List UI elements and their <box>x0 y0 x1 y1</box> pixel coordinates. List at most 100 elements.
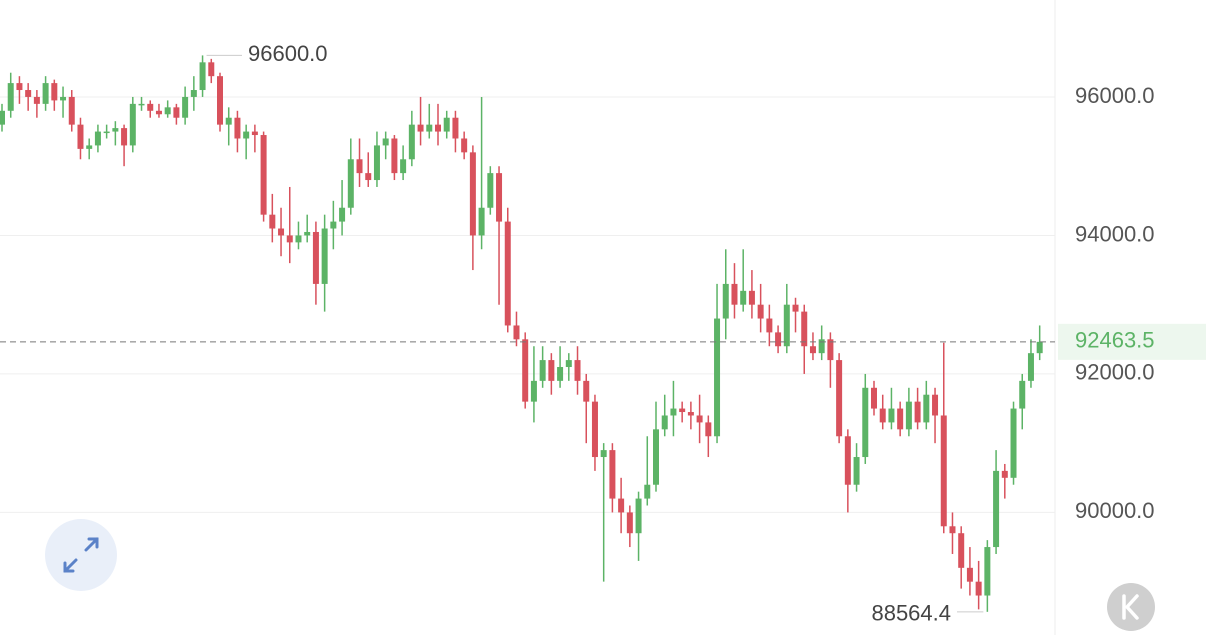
candle-body <box>748 290 755 305</box>
candle-body <box>304 231 311 236</box>
candle-body <box>295 235 302 243</box>
expand-circle <box>45 519 117 591</box>
candle-body <box>740 290 747 305</box>
candle-body <box>618 498 625 513</box>
candle-body <box>382 138 389 146</box>
k-circle <box>1107 583 1155 631</box>
candle-body <box>190 90 197 97</box>
candle-body <box>286 235 293 243</box>
candle-body <box>932 394 939 416</box>
candle-body <box>443 117 450 132</box>
k-icon <box>1122 594 1139 620</box>
candle-body <box>914 401 921 423</box>
y-tick-label: 92000.0 <box>1075 360 1155 385</box>
min-label: 88564.4 <box>871 601 951 626</box>
candle-body <box>478 207 485 236</box>
candle-body <box>687 412 694 416</box>
last-price-box <box>1058 323 1206 360</box>
candle-body <box>818 339 825 354</box>
candle-body <box>461 138 468 153</box>
candle-body <box>792 304 799 312</box>
candle-body <box>984 547 991 596</box>
candle-body <box>208 62 215 77</box>
candle-body <box>452 117 459 139</box>
candle-body <box>591 401 598 458</box>
candle-body <box>958 533 965 568</box>
candle-body <box>766 318 773 333</box>
candle-body <box>138 103 145 106</box>
k-button[interactable] <box>1107 583 1155 631</box>
candle-body <box>400 159 407 174</box>
candle-body <box>51 83 58 101</box>
candle-body <box>7 83 14 111</box>
candle-body <box>199 62 206 91</box>
candle-body <box>557 367 564 381</box>
candle-body <box>836 360 843 437</box>
candle-body <box>1027 353 1034 381</box>
candle-body <box>487 173 494 208</box>
candle-body <box>234 117 241 139</box>
y-tick-label: 94000.0 <box>1075 221 1155 246</box>
candle-body <box>68 96 75 125</box>
candle-body <box>251 131 258 136</box>
candle-body <box>373 145 380 181</box>
candle-body <box>155 110 162 115</box>
candle-body <box>469 152 476 236</box>
candle-body <box>757 304 764 319</box>
candle-body <box>696 415 703 423</box>
candle-body <box>1001 470 1008 478</box>
y-tick-label: 96000.0 <box>1075 83 1155 108</box>
candle-body <box>530 380 537 402</box>
candle-body <box>112 128 119 132</box>
candle-body <box>1036 341 1043 354</box>
candle-body <box>923 394 930 423</box>
candle-body <box>513 325 520 340</box>
candle-body <box>565 360 572 368</box>
candle-body <box>504 221 511 326</box>
candle-body <box>853 457 860 485</box>
expand-button[interactable] <box>45 519 117 591</box>
candle-body <box>809 346 816 354</box>
candle-body <box>705 422 712 437</box>
candle-body <box>147 103 154 111</box>
candle-body <box>653 429 659 485</box>
candle-body <box>574 360 581 381</box>
candle-body <box>626 512 633 534</box>
candle-body <box>966 567 973 582</box>
candle-body <box>129 103 136 146</box>
candle-body <box>417 124 424 132</box>
candle-body <box>583 380 590 402</box>
candle-body <box>879 408 886 423</box>
candle-body <box>173 107 180 118</box>
candle-body <box>644 484 651 499</box>
candle-body <box>888 408 895 423</box>
candle-body <box>679 408 686 413</box>
candle-body <box>1010 408 1017 478</box>
candle-body <box>86 145 93 149</box>
candle-body <box>426 124 433 132</box>
candle-body <box>844 436 851 485</box>
candle-body <box>243 131 250 139</box>
candle-body <box>783 304 790 347</box>
candle-body <box>182 96 189 118</box>
candle-body <box>600 450 607 458</box>
candle-body <box>661 415 668 430</box>
last-price-label: 92463.5 <box>1075 328 1155 353</box>
candle-body <box>25 90 32 97</box>
candle-body <box>225 117 232 125</box>
candle-body <box>33 96 40 104</box>
candle-body <box>217 76 223 125</box>
y-tick-label: 90000.0 <box>1075 498 1155 523</box>
candle-body <box>260 135 267 215</box>
candle-body <box>103 131 110 134</box>
candle-body <box>775 332 782 347</box>
candle-body <box>312 231 319 284</box>
candle-body <box>42 83 49 104</box>
candle-body <box>365 173 372 181</box>
candle-body <box>164 107 171 115</box>
candle-body <box>670 408 677 416</box>
candle-body <box>714 318 721 437</box>
candle-body <box>121 128 128 146</box>
candle-body <box>16 83 23 91</box>
